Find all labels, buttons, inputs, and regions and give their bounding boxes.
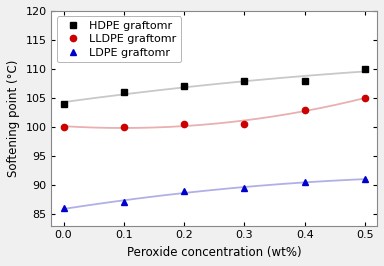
- LLDPE graftomr: [303, 108, 307, 111]
- LDPE graftomr: [242, 186, 247, 189]
- Line: LLDPE graftomr: LLDPE graftomr: [60, 95, 368, 130]
- LLDPE graftomr: [242, 123, 247, 126]
- X-axis label: Peroxide concentration (wt%): Peroxide concentration (wt%): [127, 246, 301, 259]
- LDPE graftomr: [121, 201, 126, 204]
- LDPE graftomr: [61, 207, 66, 210]
- HDPE graftomr: [242, 79, 247, 82]
- HDPE graftomr: [363, 67, 367, 70]
- LLDPE graftomr: [121, 125, 126, 128]
- HDPE graftomr: [121, 91, 126, 94]
- Line: LDPE graftomr: LDPE graftomr: [60, 176, 368, 211]
- HDPE graftomr: [182, 85, 186, 88]
- LLDPE graftomr: [61, 125, 66, 128]
- LLDPE graftomr: [182, 123, 186, 126]
- LDPE graftomr: [363, 178, 367, 181]
- Y-axis label: Softening point (°C): Softening point (°C): [7, 60, 20, 177]
- LLDPE graftomr: [363, 96, 367, 99]
- LDPE graftomr: [303, 181, 307, 184]
- Legend: HDPE graftomr, LLDPE graftomr, LDPE graftomr: HDPE graftomr, LLDPE graftomr, LDPE graf…: [57, 16, 181, 62]
- HDPE graftomr: [61, 102, 66, 105]
- LDPE graftomr: [182, 189, 186, 192]
- HDPE graftomr: [303, 79, 307, 82]
- Line: HDPE graftomr: HDPE graftomr: [60, 66, 368, 107]
